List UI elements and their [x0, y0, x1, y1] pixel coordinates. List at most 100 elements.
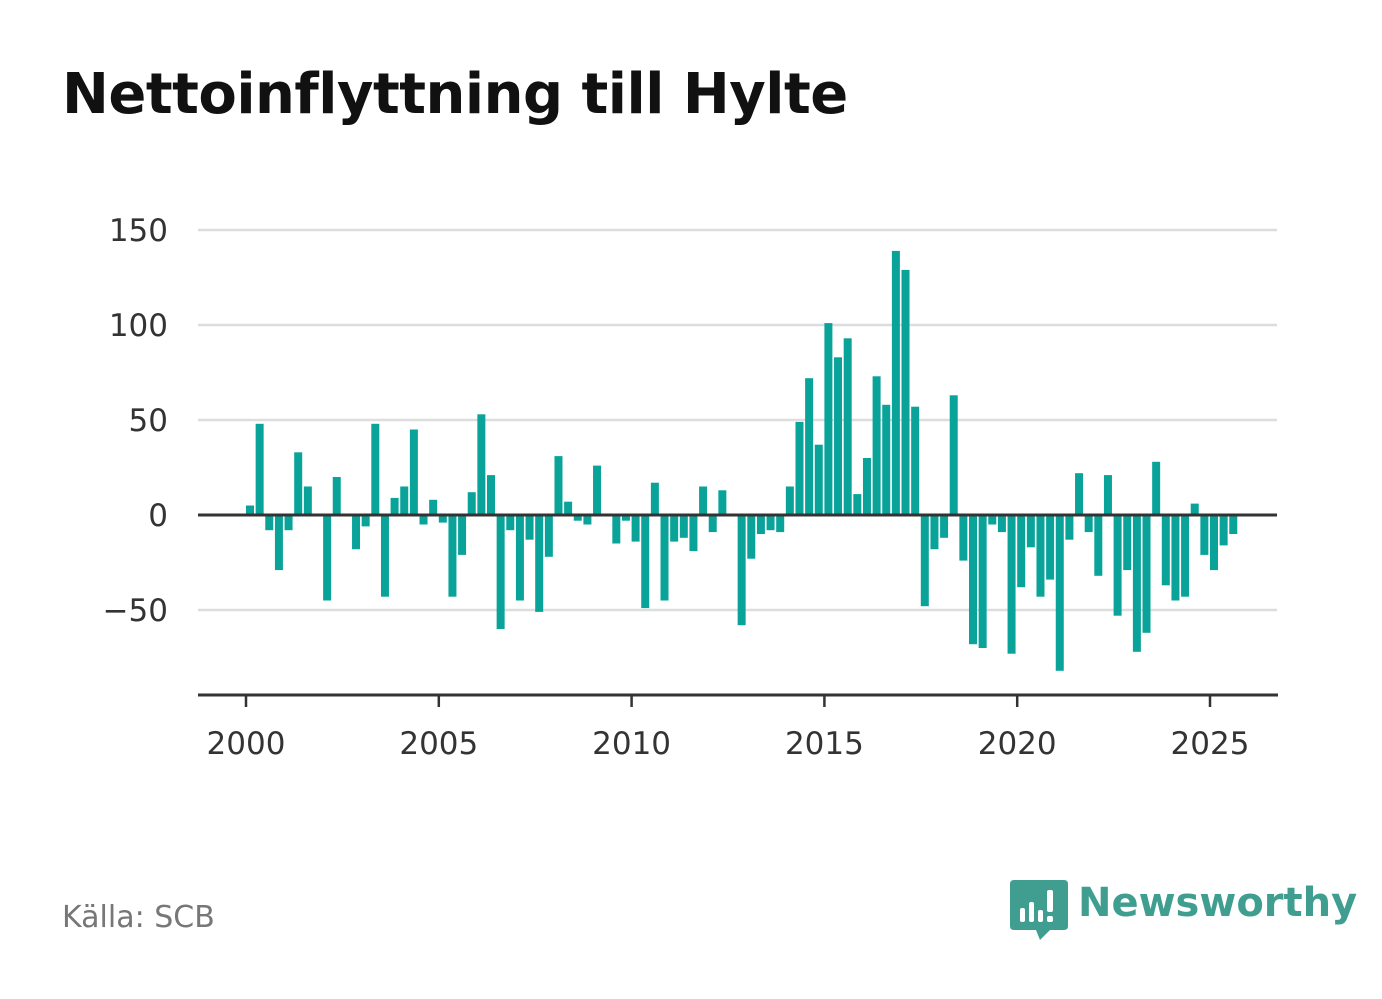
bar [535, 515, 544, 612]
bar [1065, 515, 1074, 540]
bar [766, 515, 775, 531]
bar [756, 515, 765, 534]
bar [390, 497, 399, 515]
bar [1017, 515, 1026, 588]
brand-name: Newsworthy [1078, 880, 1358, 926]
bar [246, 505, 254, 515]
bar [824, 323, 833, 515]
bar [1200, 515, 1209, 555]
bar [409, 429, 418, 515]
y-axis: 150 100 50 0 −50 [103, 213, 168, 629]
bar [747, 515, 756, 559]
bar [438, 515, 447, 523]
bar [872, 376, 881, 515]
bar [1181, 515, 1190, 597]
bar [274, 515, 283, 571]
bar [641, 515, 650, 609]
x-tick-label: 2025 [1171, 726, 1250, 762]
bar [785, 486, 794, 515]
bar [255, 423, 264, 515]
bar [631, 515, 640, 542]
bar [1007, 515, 1016, 654]
bar [795, 421, 804, 515]
bar [949, 395, 958, 515]
bar [496, 515, 505, 629]
bar [853, 494, 862, 515]
bar [1123, 515, 1132, 571]
bar [882, 404, 891, 515]
bar [969, 515, 977, 645]
bar [1055, 515, 1064, 671]
bar [1152, 461, 1161, 515]
x-axis: 2000 2005 2010 2015 2020 2025 [198, 693, 1278, 762]
bar [997, 515, 1006, 533]
bar-series [198, 250, 1277, 671]
bar [419, 515, 428, 525]
bar [400, 486, 409, 515]
bar [814, 444, 823, 515]
bar [352, 515, 361, 550]
bar [1210, 515, 1218, 571]
bar [1046, 515, 1055, 580]
bar [920, 515, 929, 607]
bar [1132, 515, 1141, 652]
bar [978, 515, 987, 648]
bar [284, 515, 293, 531]
bar [621, 515, 630, 521]
bar [1075, 473, 1084, 515]
bar [834, 357, 843, 515]
x-tick-label: 2010 [592, 726, 671, 762]
bar [564, 501, 573, 515]
bar [689, 515, 698, 552]
y-tick-label: 100 [109, 308, 168, 344]
bar [708, 515, 717, 533]
bar [429, 499, 438, 515]
bar [1219, 515, 1228, 546]
chart-title: Nettoinflyttning till Hylte [62, 62, 848, 127]
source-note: Källa: SCB [62, 900, 215, 935]
bar [573, 515, 582, 521]
bar [467, 492, 476, 515]
bar [891, 250, 900, 515]
y-tick-label: 50 [129, 403, 168, 439]
bar [448, 515, 457, 597]
bar [265, 515, 274, 531]
bar [1161, 515, 1170, 586]
bar-chart-speech-bubble-icon [1010, 880, 1068, 940]
bar [776, 515, 785, 533]
bar [1113, 515, 1122, 616]
bar [660, 515, 669, 601]
bar [544, 515, 553, 557]
bar [670, 515, 679, 542]
bar [737, 515, 746, 626]
bar [911, 406, 920, 515]
bar [303, 486, 312, 515]
bar [930, 515, 939, 550]
bar [612, 515, 621, 544]
x-tick-label: 2000 [207, 726, 286, 762]
bar [699, 486, 708, 515]
bar [515, 515, 524, 601]
bar [679, 515, 688, 538]
bar [487, 475, 495, 515]
bar [554, 456, 563, 515]
bar [1084, 515, 1093, 533]
bar [380, 515, 389, 597]
bar [650, 482, 659, 515]
x-tick-label: 2015 [785, 726, 864, 762]
bar [361, 515, 370, 527]
bar [506, 515, 515, 531]
bar [583, 515, 592, 525]
bar [718, 490, 727, 515]
bar [988, 515, 997, 525]
x-tick-label: 2020 [978, 726, 1057, 762]
bar [901, 269, 910, 515]
bar [1171, 515, 1180, 601]
bar [1094, 515, 1103, 576]
bar [843, 338, 852, 515]
y-tick-label: 150 [109, 213, 168, 249]
bar [959, 515, 968, 561]
bar [371, 423, 380, 515]
bar [294, 452, 303, 515]
